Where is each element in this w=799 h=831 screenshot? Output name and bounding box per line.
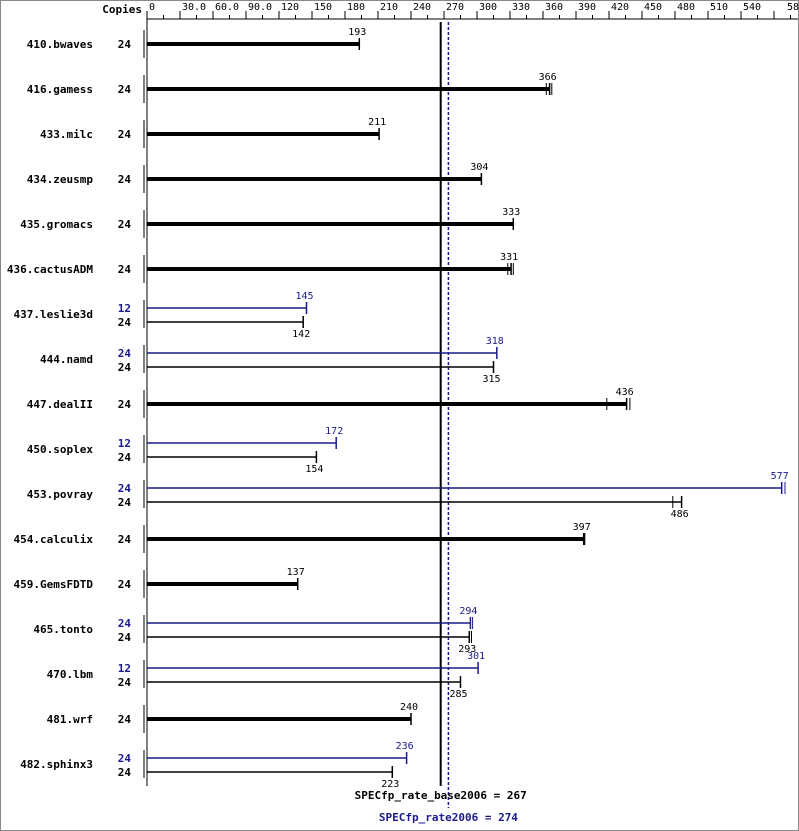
data-label: 301	[467, 651, 485, 662]
base-reference-label: SPECfp_rate_base2006 = 267	[355, 789, 527, 802]
x-tick-label: 60.0	[215, 2, 239, 13]
data-label: 294	[459, 606, 477, 617]
x-tick-label: 360	[545, 2, 563, 13]
benchmark-name: 444.namd	[40, 353, 93, 366]
base-copies: 24	[118, 533, 132, 546]
x-tick-label: 480	[677, 2, 695, 13]
peak-copies: 24	[118, 617, 132, 630]
base-copies: 24	[118, 361, 132, 374]
data-label: 577	[771, 471, 789, 482]
x-tick-label: 210	[380, 2, 398, 13]
data-label: 211	[368, 117, 386, 128]
data-label: 193	[348, 27, 366, 38]
x-tick-label: 30.0	[182, 2, 206, 13]
x-tick-label: 390	[578, 2, 596, 13]
data-label: 240	[400, 702, 418, 713]
benchmark-name: 435.gromacs	[20, 218, 93, 231]
peak-copies: 24	[118, 482, 132, 495]
peak-copies: 12	[118, 437, 131, 450]
data-label: 318	[486, 336, 504, 347]
data-label: 366	[539, 72, 557, 83]
data-label: 397	[573, 522, 591, 533]
peak-reference-label: SPECfp_rate2006 = 274	[379, 811, 518, 824]
base-copies: 24	[118, 218, 132, 231]
peak-copies: 12	[118, 662, 131, 675]
benchmark-name: 447.dealII	[27, 398, 93, 411]
benchmark-name: 416.gamess	[27, 83, 93, 96]
base-copies: 24	[118, 38, 132, 51]
data-label: 331	[500, 252, 518, 263]
data-label: 486	[671, 509, 689, 520]
base-copies: 24	[118, 578, 132, 591]
data-label: 315	[482, 374, 500, 385]
benchmark-name: 437.leslie3d	[14, 308, 93, 321]
base-copies: 24	[118, 631, 132, 644]
base-copies: 24	[118, 173, 132, 186]
benchmark-name: 470.lbm	[47, 668, 94, 681]
base-copies: 24	[118, 713, 132, 726]
x-tick-label: 330	[512, 2, 530, 13]
benchmark-name: 454.calculix	[14, 533, 94, 546]
base-copies: 24	[118, 496, 132, 509]
base-copies: 24	[118, 263, 132, 276]
x-tick-label: 90.0	[248, 2, 272, 13]
x-tick-label: 240	[413, 2, 431, 13]
benchmark-name: 453.povray	[27, 488, 94, 501]
benchmark-name: 436.cactusADM	[7, 263, 93, 276]
x-tick-label: 150	[314, 2, 332, 13]
copies-header: Copies	[102, 3, 142, 16]
base-copies: 24	[118, 676, 132, 689]
x-tick-label: 510	[710, 2, 728, 13]
x-tick-label: 580	[787, 2, 799, 13]
base-copies: 24	[118, 316, 132, 329]
x-tick-label: 450	[644, 2, 662, 13]
benchmark-name: 459.GemsFDTD	[14, 578, 94, 591]
data-label: 293	[458, 644, 476, 655]
benchmark-name: 410.bwaves	[27, 38, 93, 51]
data-label: 236	[396, 741, 414, 752]
base-copies: 24	[118, 398, 132, 411]
data-label: 436	[616, 387, 634, 398]
benchmark-name: 450.soplex	[27, 443, 94, 456]
benchmark-name: 434.zeusmp	[27, 173, 94, 186]
peak-copies: 12	[118, 302, 131, 315]
x-tick-label: 300	[479, 2, 497, 13]
base-copies: 24	[118, 451, 132, 464]
data-label: 142	[292, 329, 310, 340]
x-tick-label: 540	[743, 2, 761, 13]
x-tick-label: 120	[281, 2, 299, 13]
peak-copies: 24	[118, 752, 132, 765]
data-label: 137	[287, 567, 305, 578]
data-label: 172	[325, 426, 343, 437]
benchmark-name: 433.milc	[40, 128, 93, 141]
data-label: 304	[470, 162, 488, 173]
benchmark-name: 465.tonto	[33, 623, 93, 636]
x-tick-label: 180	[347, 2, 365, 13]
data-label: 223	[381, 779, 399, 790]
base-copies: 24	[118, 128, 132, 141]
data-label: 285	[449, 689, 467, 700]
data-label: 145	[295, 291, 313, 302]
x-tick-label: 270	[446, 2, 464, 13]
data-label: 333	[502, 207, 520, 218]
data-label: 154	[305, 464, 323, 475]
x-tick-label: 0	[149, 2, 155, 13]
benchmark-name: 481.wrf	[47, 713, 93, 726]
peak-copies: 24	[118, 347, 132, 360]
benchmark-name: 482.sphinx3	[20, 758, 93, 771]
base-copies: 24	[118, 766, 132, 779]
x-tick-label: 420	[611, 2, 629, 13]
base-copies: 24	[118, 83, 132, 96]
